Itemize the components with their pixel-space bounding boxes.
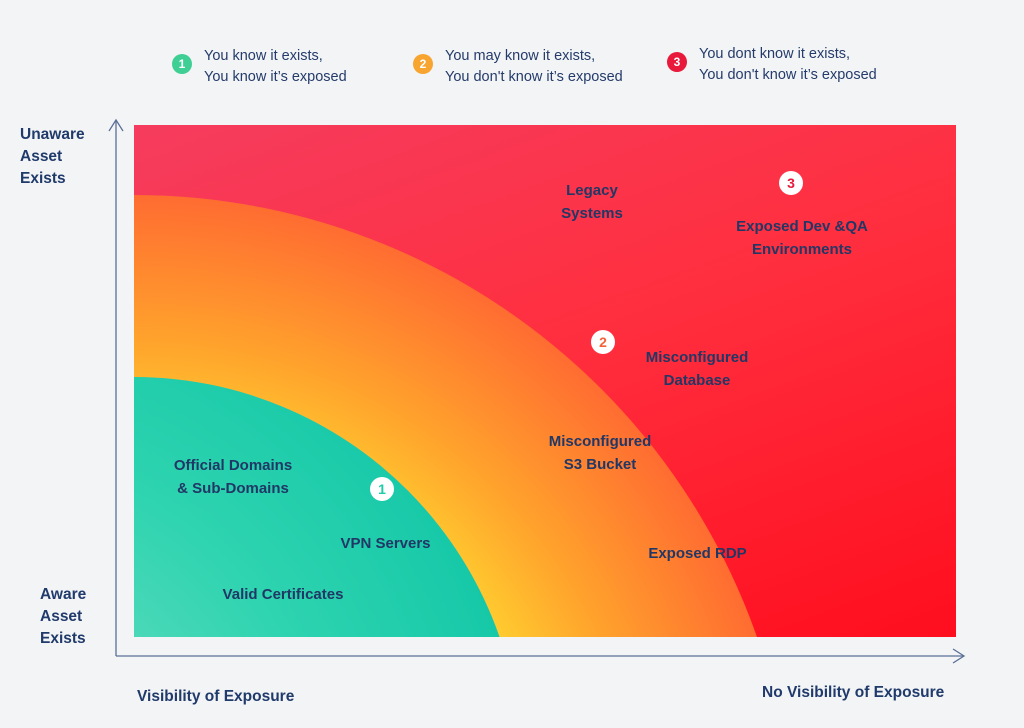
legend-line: You don't know it’s exposed: [445, 69, 623, 85]
x-axis-arrow: [952, 648, 966, 664]
item-valid-certificates: Valid Certificates: [222, 586, 344, 603]
legend-number-1: 1: [172, 54, 192, 74]
item-misconfigured-database: Misconfigured Database: [645, 349, 749, 389]
legend-item-2: 2 You may know it exists, You don't know…: [413, 46, 623, 88]
x-axis-right-label: No Visibility of Exposure: [762, 684, 945, 701]
legend-text-2: You may know it exists, You don't know i…: [445, 46, 623, 88]
legend-text-1: You know it exists, You know it’s expose…: [204, 46, 347, 88]
y-axis-top-label: Unaware Asset Exists: [20, 126, 85, 187]
zone-3-marker: 3: [779, 171, 803, 195]
item-legacy-systems: Legacy Systems: [561, 182, 623, 222]
y-axis-bottom-label: Aware Asset Exists: [40, 586, 87, 647]
zone-2-marker: 2: [591, 330, 615, 354]
y-axis-arrow: [108, 118, 124, 132]
legend-line: You know it exists,: [204, 48, 323, 64]
item-official-domains: Official Domains & Sub-Domains: [173, 457, 293, 497]
item-vpn-servers: VPN Servers: [340, 535, 431, 552]
legend-line: You dont know it exists,: [699, 46, 850, 62]
legend-number-3: 3: [667, 52, 687, 72]
legend-text-3: You dont know it exists, You don't know …: [699, 44, 877, 86]
item-misconfigured-s3: Misconfigured S3 Bucket: [548, 433, 652, 473]
item-dev-qa-environments: Exposed Dev &QA Environments: [736, 218, 868, 258]
exposure-plot: [134, 125, 956, 637]
zone-1-marker: 1: [370, 477, 394, 501]
x-axis-left-label: Visibility of Exposure: [137, 688, 295, 705]
legend-line: You may know it exists,: [445, 48, 596, 64]
legend-line: You don't know it’s exposed: [699, 67, 877, 83]
legend-item-1: 1 You know it exists, You know it’s expo…: [172, 46, 347, 88]
legend-number-2: 2: [413, 54, 433, 74]
legend-line: You know it’s exposed: [204, 69, 347, 85]
item-exposed-rdp: Exposed RDP: [648, 545, 747, 562]
legend-item-3: 3 You dont know it exists, You don't kno…: [667, 44, 877, 86]
